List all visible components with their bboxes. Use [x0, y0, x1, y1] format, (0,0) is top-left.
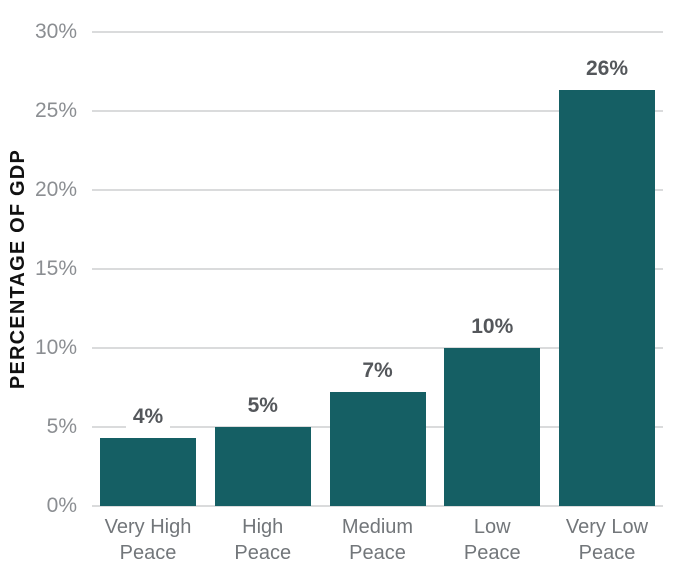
y-tick-label-0%: 0% — [46, 494, 77, 517]
bar-value-label-medium-peace: 7% — [308, 358, 448, 385]
gridline-15% — [92, 268, 663, 270]
bar-medium-peace — [329, 392, 426, 506]
y-tick-label-25%: 25% — [34, 99, 77, 122]
y-tick-label-5%: 5% — [46, 415, 77, 438]
bar-value-label-low-peace: 10% — [422, 314, 562, 340]
bar-very-low-peace — [559, 90, 655, 506]
bar-value-label-high-peace: 5% — [193, 393, 333, 419]
x-category-label-high-peace: High Peace — [234, 516, 292, 564]
gridline-30% — [92, 31, 663, 33]
bar-low-peace — [444, 348, 541, 506]
gridline-20% — [92, 189, 663, 191]
bar-very-high-peace — [100, 438, 196, 506]
bar-value-text: 5% — [240, 393, 285, 419]
gridline-10% — [92, 347, 663, 349]
bar-high-peace — [214, 427, 311, 506]
bar-value-label-very-low-peace: 26% — [537, 56, 677, 83]
y-tick-label-30%: 30% — [34, 20, 77, 43]
gridline-0% — [92, 505, 663, 507]
plot-area: 4% 5% 7% 10% 26% — [92, 31, 663, 507]
y-tick-label-15%: 15% — [34, 257, 77, 280]
y-tick-label-20%: 20% — [34, 178, 77, 201]
y-tick-label-10%: 10% — [34, 336, 77, 359]
bar-value-text: 4% — [125, 404, 171, 431]
gridline-25% — [92, 110, 663, 112]
x-category-label-very-low-peace: Very Low Peace — [565, 516, 649, 564]
bar-value-label-very-high-peace: 4% — [78, 404, 218, 431]
bar-value-text: 7% — [355, 358, 400, 385]
x-category-label-medium-peace: Medium Peace — [341, 516, 414, 564]
bar-value-text: 10% — [464, 314, 521, 340]
x-category-label-very-high-peace: Very High Peace — [104, 516, 192, 564]
x-category-label-low-peace: Low Peace — [463, 516, 521, 564]
bar-value-text: 26% — [578, 56, 636, 83]
